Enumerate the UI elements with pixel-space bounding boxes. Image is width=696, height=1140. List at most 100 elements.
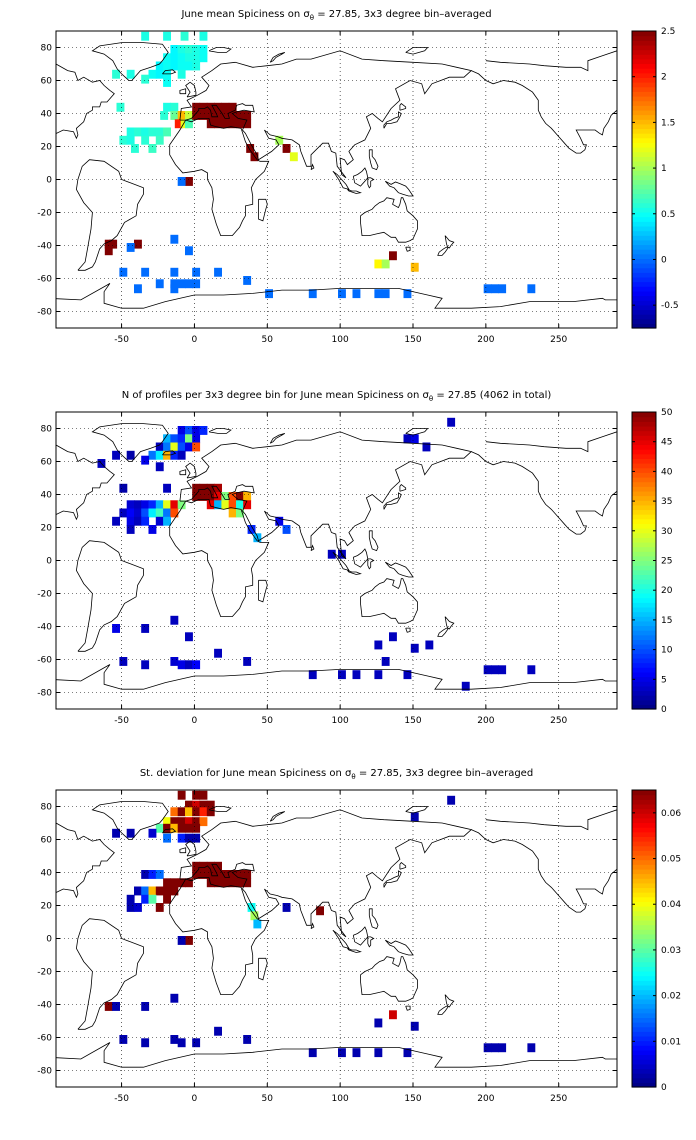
colorbar-segment — [632, 592, 656, 599]
colorbar-segment — [632, 476, 656, 483]
coastline — [169, 118, 270, 237]
data-cell — [199, 870, 208, 879]
data-cell — [247, 525, 256, 534]
colorbar-segment — [632, 170, 656, 176]
coastline — [56, 1042, 617, 1068]
colorbar-segment — [632, 114, 656, 120]
colorbar-tick-label: 2 — [661, 73, 667, 83]
colorbar-segment — [632, 685, 656, 692]
data-cell — [112, 624, 120, 633]
x-tick-label: -50 — [114, 716, 129, 726]
coastline — [367, 936, 375, 948]
data-cell — [374, 289, 383, 299]
data-cell — [221, 878, 230, 888]
colorbar-segment — [632, 449, 656, 455]
data-cell — [170, 267, 179, 277]
data-cell — [214, 267, 222, 277]
colorbar-segment — [632, 147, 656, 153]
colorbar-segment — [632, 555, 656, 562]
data-cell — [192, 823, 201, 833]
colorbar-segment — [632, 845, 656, 851]
colorbar-segment — [632, 565, 656, 571]
data-cell — [243, 500, 252, 510]
data-cell — [483, 284, 492, 294]
colorbar-tick-label: 10 — [661, 646, 673, 656]
data-cell — [170, 878, 179, 888]
data-cell — [148, 870, 157, 879]
data-cell — [163, 516, 171, 526]
colorbar-segment — [632, 1017, 656, 1023]
data-cell — [381, 289, 390, 299]
colorbar-segment — [632, 803, 656, 810]
colorbar-segment — [632, 813, 656, 819]
data-cell — [126, 135, 135, 145]
coastline — [258, 579, 268, 603]
colorbar-segment — [632, 458, 656, 464]
data-cell — [155, 886, 164, 896]
colorbar-segment — [632, 100, 656, 106]
data-cell — [338, 549, 346, 559]
colorbar-segment — [632, 681, 656, 687]
data-cell — [126, 508, 135, 518]
data-cell — [126, 525, 135, 534]
x-tick-label: 50 — [262, 716, 274, 726]
data-cell — [228, 508, 237, 518]
data-cell — [104, 246, 113, 256]
colorbar-tick-label: 0.01 — [661, 1037, 681, 1047]
colorbar-segment — [632, 1045, 656, 1051]
coastline — [91, 801, 169, 840]
data-cell — [134, 500, 142, 510]
colorbar-segment — [632, 676, 656, 682]
data-cell — [155, 61, 164, 71]
colorbar-segment — [632, 966, 656, 972]
coastline — [405, 627, 411, 633]
colorbar-segment — [632, 970, 656, 977]
data-cell — [148, 69, 157, 79]
data-cell — [206, 483, 215, 493]
colorbar-segment — [632, 929, 656, 935]
data-cell — [491, 284, 499, 294]
data-cell — [185, 111, 193, 120]
map-area — [56, 412, 617, 709]
colorbar-segment — [632, 1040, 656, 1046]
colorbar-segment — [632, 239, 656, 246]
data-cell — [381, 259, 390, 269]
colorbar-segment — [632, 662, 656, 668]
x-tick-label: 0 — [192, 1094, 198, 1104]
data-cell — [483, 665, 492, 675]
data-cell — [177, 177, 186, 186]
colorbar-segment — [632, 989, 656, 995]
y-tick-label: -80 — [37, 1067, 52, 1077]
coastline — [179, 88, 187, 95]
data-cell — [214, 1026, 222, 1036]
colorbar-segment — [632, 216, 656, 222]
data-cell — [170, 111, 179, 120]
colorbar-tick-label: 0.5 — [661, 210, 675, 220]
data-cell — [155, 135, 164, 145]
coastline — [179, 469, 187, 476]
colorbar-segment — [632, 472, 656, 478]
data-cell — [119, 1035, 128, 1044]
colorbar-segment — [632, 606, 656, 613]
data-cell — [192, 279, 201, 289]
data-cell — [141, 31, 150, 41]
data-cell — [425, 640, 434, 650]
data-cell — [141, 267, 150, 277]
colorbar-segment — [632, 671, 656, 678]
colorbar-segment — [632, 202, 656, 208]
colorbar-segment — [632, 1082, 656, 1088]
colorbar-segment — [632, 518, 656, 524]
colorbar-tick-label: 0 — [661, 705, 667, 715]
data-cell — [214, 111, 222, 120]
data-cell — [236, 878, 244, 888]
colorbar-segment — [632, 49, 656, 55]
data-cell — [228, 119, 237, 129]
data-cell — [247, 903, 256, 912]
colorbar-segment — [632, 281, 656, 287]
data-cell — [352, 1048, 361, 1058]
colorbar: 0 5 10 15 20 25 30 35 40 45 50 — [631, 408, 673, 715]
y-tick-label: 20 — [41, 143, 53, 153]
data-cell — [177, 111, 186, 120]
data-cell — [174, 119, 183, 129]
colorbar-segment — [632, 583, 656, 589]
